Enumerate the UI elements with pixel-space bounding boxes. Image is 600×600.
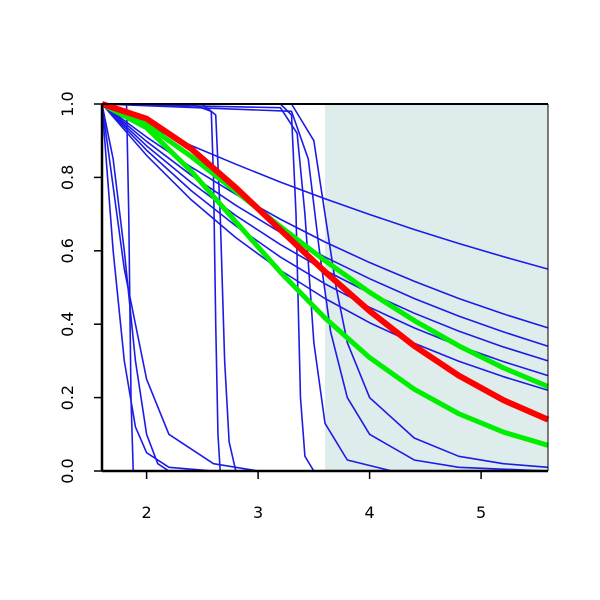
- curve: [102, 103, 549, 469]
- y-tick-label: 0.2: [58, 385, 77, 410]
- y-tick-label: 0.6: [58, 238, 77, 263]
- curve: [101, 103, 549, 472]
- curve: [100, 101, 549, 389]
- lines: [100, 101, 550, 472]
- y-tick-label: 1.0: [58, 91, 77, 116]
- y-tick-label: 0.0: [58, 458, 77, 483]
- curve: [100, 101, 549, 448]
- x-tick-label: 5: [476, 503, 486, 522]
- curve: [101, 103, 548, 472]
- curve: [101, 103, 549, 347]
- curve: [102, 103, 548, 472]
- y-tick-label: 0.4: [58, 311, 77, 336]
- x-tick-label: 2: [142, 503, 152, 522]
- curve: [101, 101, 550, 423]
- curve: [101, 103, 549, 392]
- x-tick-label: 4: [365, 503, 375, 522]
- y-tick-label: 0.8: [58, 165, 77, 190]
- x-tick-label: 3: [253, 503, 263, 522]
